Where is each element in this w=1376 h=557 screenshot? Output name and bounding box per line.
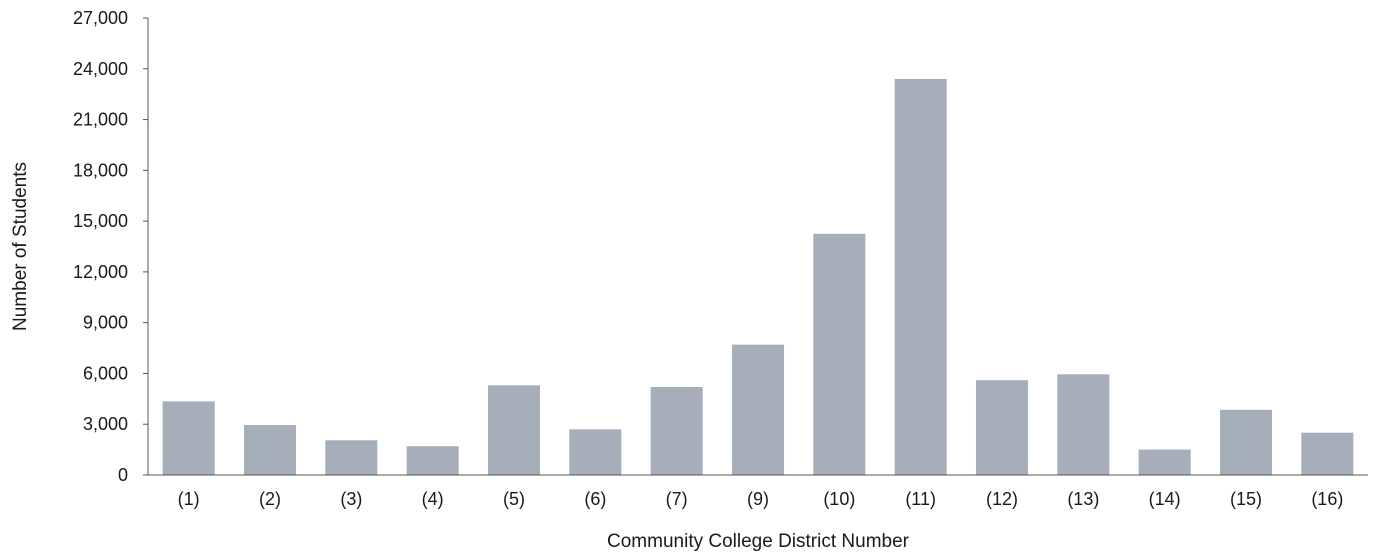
bar-11 <box>895 79 947 475</box>
x-tick-label: (15) <box>1230 489 1262 509</box>
bar-13 <box>1057 374 1109 475</box>
x-tick-label: (12) <box>986 489 1018 509</box>
y-tick-label: 21,000 <box>73 110 128 130</box>
bar-4 <box>407 446 459 475</box>
x-tick-label: (11) <box>905 489 936 509</box>
y-tick-label: 9,000 <box>83 313 128 333</box>
bar-10 <box>813 234 865 475</box>
x-tick-label: (10) <box>823 489 855 509</box>
bar-15 <box>1220 410 1272 475</box>
bar-3 <box>325 440 377 475</box>
y-tick-label: 15,000 <box>73 211 128 231</box>
bar-16 <box>1301 433 1353 475</box>
x-tick-label: (6) <box>584 489 606 509</box>
bar-14 <box>1139 450 1191 475</box>
x-tick-label: (1) <box>178 489 200 509</box>
x-tick-label: (9) <box>747 489 769 509</box>
y-tick-label: 12,000 <box>73 262 128 282</box>
x-axis-title: Community College District Number <box>607 531 910 552</box>
x-tick-label: (2) <box>259 489 281 509</box>
x-tick-label: (13) <box>1067 489 1099 509</box>
x-tick-label: (3) <box>340 489 362 509</box>
x-tick-label: (7) <box>666 489 688 509</box>
y-tick-label: 18,000 <box>73 160 128 180</box>
y-axis-title: Number of Students <box>10 162 31 331</box>
x-tick-label: (14) <box>1149 489 1181 509</box>
bar-1 <box>163 401 215 475</box>
y-tick-label: 24,000 <box>73 59 128 79</box>
bar-6 <box>569 429 621 475</box>
y-tick-label: 0 <box>118 465 128 485</box>
bar-7 <box>651 387 703 475</box>
bar-2 <box>244 425 296 475</box>
bar-12 <box>976 380 1028 475</box>
x-tick-label: (4) <box>422 489 444 509</box>
x-tick-label: (16) <box>1311 489 1343 509</box>
y-tick-label: 3,000 <box>83 414 128 434</box>
bars-group <box>163 79 1354 475</box>
y-axis-ticks: 0 3,000 6,000 9,000 12,000 15,000 18,000 21,000… <box>73 8 148 485</box>
x-tick-label: (5) <box>503 489 525 509</box>
y-tick-label: 6,000 <box>83 363 128 383</box>
bar-9 <box>732 345 784 475</box>
y-tick-label: 27,000 <box>73 8 128 28</box>
x-axis-ticks: (1) (2) (3) (4) (5) (6) (7) (9) (10) (11) (12) (13)… <box>178 489 1344 509</box>
bar-5 <box>488 385 540 475</box>
